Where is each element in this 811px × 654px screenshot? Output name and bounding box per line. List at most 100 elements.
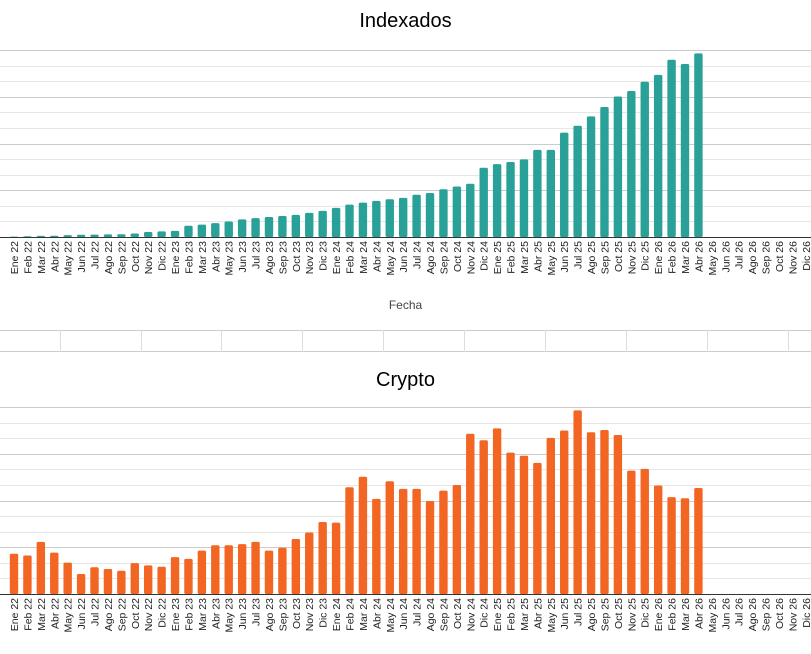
- bar-feb-24: [345, 487, 354, 594]
- x-tick-label: Abr 23: [210, 598, 222, 629]
- x-tick-label: Dic 24: [479, 598, 491, 628]
- x-tick-label: Nov 25: [626, 598, 638, 631]
- bar-may-22: [63, 562, 72, 594]
- x-tick-label: Feb 25: [506, 598, 518, 631]
- bar-ago-22: [103, 234, 113, 237]
- bar-ago-23: [264, 550, 274, 594]
- x-tick-label: Mar 23: [197, 241, 209, 274]
- bar-abr-24: [372, 498, 381, 594]
- x-tick-label: Nov 24: [465, 598, 477, 631]
- x-tick-label: May 22: [63, 598, 75, 633]
- x-tick-label: Dic 26: [801, 241, 811, 271]
- x-tick-label: Ene 23: [170, 241, 182, 274]
- x-tick-label: Jul 25: [573, 598, 585, 626]
- bar-dic-22: [157, 566, 166, 594]
- x-tick-label: Ago 25: [586, 598, 598, 631]
- bar-mar-25: [519, 159, 529, 237]
- x-tick-label: Ago 24: [425, 598, 437, 631]
- bar-feb-26: [667, 497, 676, 594]
- x-tick-label: May 25: [546, 241, 558, 276]
- bar-jun-23: [237, 219, 247, 237]
- x-tick-label: Mar 25: [519, 598, 531, 631]
- x-tick-label: May 24: [385, 241, 397, 276]
- bar-feb-25: [506, 162, 515, 237]
- bar-may-23: [224, 545, 233, 594]
- bar-may-23: [224, 221, 233, 237]
- x-tick-label: Jun 22: [76, 598, 88, 630]
- bar-mar-26: [680, 64, 690, 237]
- x-tick-label: Abr 23: [210, 241, 222, 272]
- bar-ene-23: [170, 557, 180, 594]
- x-tick-label: Abr 24: [371, 598, 383, 629]
- x-tick-label: Jul 24: [412, 241, 424, 269]
- bar-mar-24: [358, 476, 368, 594]
- x-tick-label: Nov 23: [304, 598, 316, 631]
- x-tick-label: May 26: [707, 598, 719, 633]
- x-tick-label: Oct 24: [452, 598, 464, 629]
- x-tick-label: Dic 25: [640, 241, 652, 271]
- bar-feb-22: [23, 555, 32, 594]
- x-tick-label: Oct 25: [613, 598, 625, 629]
- bar-ene-22: [9, 553, 19, 594]
- x-tick-label: Mar 24: [358, 598, 370, 631]
- x-tick-label: Ene 26: [653, 241, 665, 274]
- x-tick-label: Abr 22: [49, 598, 61, 629]
- bar-jun-24: [398, 488, 408, 594]
- bar-ene-26: [653, 485, 663, 594]
- bar-dic-25: [640, 468, 649, 594]
- bar-ago-25: [586, 432, 596, 594]
- bar-nov-25: [627, 470, 636, 594]
- bar-jul-23: [251, 218, 260, 237]
- x-tick-label: Feb 25: [506, 241, 518, 274]
- bar-oct-23: [291, 539, 301, 594]
- x-tick-label: Sep 23: [277, 241, 289, 274]
- bar-nov-22: [144, 565, 153, 594]
- bar-oct-22: [130, 233, 139, 237]
- x-tick-label: Nov 26: [787, 241, 799, 274]
- bar-sep-25: [600, 107, 609, 237]
- bar-nov-24: [466, 183, 475, 237]
- x-tick-label: Ene 22: [9, 241, 21, 274]
- bar-feb-24: [345, 204, 354, 237]
- bar-mar-22: [36, 235, 46, 237]
- bars: [9, 53, 703, 238]
- chart-separator: [0, 330, 811, 352]
- bar-abr-25: [533, 462, 542, 594]
- bar-oct-23: [291, 214, 301, 237]
- bar-abr-25: [533, 149, 542, 237]
- x-tick-label: Jun 26: [720, 241, 732, 273]
- x-tick-label: Jun 24: [398, 241, 410, 273]
- bar-dic-22: [157, 231, 166, 237]
- bar-ene-24: [331, 207, 341, 237]
- x-tick-label: Mar 25: [519, 241, 531, 274]
- x-tick-label: Abr 25: [532, 241, 544, 272]
- x-tick-label: Dic 23: [318, 598, 330, 628]
- x-tick-label: Ago 22: [103, 598, 115, 631]
- bar-nov-23: [305, 212, 314, 237]
- x-tick-label: Jun 23: [237, 598, 249, 630]
- bar-dic-24: [479, 440, 488, 594]
- x-tick-label: Ene 22: [9, 598, 21, 631]
- x-tick-label: Sep 25: [599, 241, 611, 274]
- x-tick-label: Mar 22: [36, 241, 48, 274]
- chart-title: Crypto: [376, 369, 435, 391]
- x-tick-label: Oct 23: [291, 598, 303, 629]
- x-tick-label: Jul 26: [734, 241, 746, 269]
- bar-jun-22: [76, 234, 86, 237]
- bar-ago-24: [425, 193, 435, 238]
- x-tick-label: Ago 25: [586, 241, 598, 274]
- x-tick-label: Ene 25: [492, 241, 504, 274]
- x-tick-label: Ago 26: [747, 241, 759, 274]
- x-tick-label: Mar 22: [36, 598, 48, 631]
- bar-oct-22: [130, 563, 139, 595]
- x-tick-label: Ago 26: [747, 598, 759, 631]
- x-tick-label: Oct 25: [613, 241, 625, 272]
- x-tick-label: Nov 25: [626, 241, 638, 274]
- x-tick-label: Dic 22: [157, 241, 169, 271]
- x-tick-label: Ene 25: [492, 598, 504, 631]
- bar-ago-24: [425, 501, 435, 594]
- x-tick-label: Sep 23: [277, 598, 289, 631]
- indexados-chart: Indexados Ene 22 Feb 22 Mar 22 Abr 22 May 22…: [0, 10, 811, 312]
- x-tick-labels: Ene 22 Feb 22 Mar 22 Abr 22 May 22 Jun 22 Jul …: [9, 241, 811, 276]
- bar-sep-24: [439, 189, 448, 237]
